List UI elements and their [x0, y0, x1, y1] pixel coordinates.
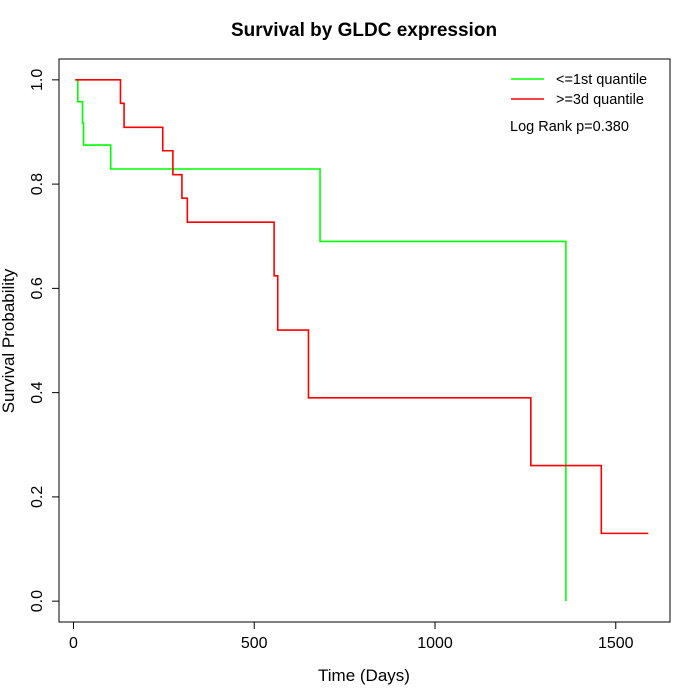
- y-tick-label: 0.6: [29, 277, 46, 299]
- y-tick-label: 0.0: [29, 590, 46, 612]
- survival-curve-2: [75, 79, 649, 535]
- legend: <=1st quantile >=3d quantile: [511, 72, 647, 108]
- y-axis: 0.0 0.2 0.4 0.6 0.8 1.0: [29, 69, 60, 612]
- x-tick-label: 500: [241, 635, 268, 652]
- x-tick-label: 1000: [417, 635, 453, 652]
- y-axis-label: Survival Probability: [0, 268, 18, 413]
- y-tick-label: 1.0: [29, 69, 46, 91]
- logrank-annotation: Log Rank p=0.380: [510, 119, 629, 135]
- y-tick-label: 0.8: [29, 173, 46, 195]
- y-tick-label: 0.2: [29, 486, 46, 508]
- x-tick-label: 1500: [598, 635, 634, 652]
- series-layer: [75, 79, 649, 602]
- y-tick-label: 0.4: [29, 381, 46, 403]
- x-tick-label: 0: [69, 635, 78, 652]
- x-axis-label: Time (Days): [318, 666, 410, 685]
- survival-curve-1: [75, 79, 567, 602]
- legend-label: >=3d quantile: [556, 92, 644, 108]
- plot-frame: [58, 58, 671, 623]
- legend-label: <=1st quantile: [556, 72, 647, 88]
- chart-title: Survival by GLDC expression: [231, 20, 497, 41]
- x-axis: 0 500 1000 1500: [69, 621, 634, 652]
